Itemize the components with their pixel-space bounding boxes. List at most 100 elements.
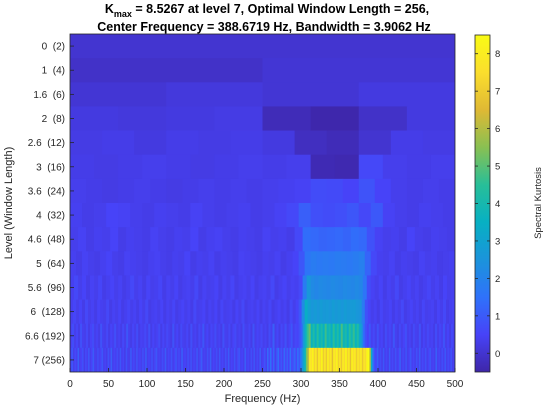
- heatmap-cell: [430, 227, 440, 252]
- heatmap-cell: [358, 106, 408, 131]
- heatmap-cell: [355, 299, 360, 325]
- heatmap-cell: [112, 299, 116, 325]
- heatmap-cell: [313, 299, 318, 325]
- heatmap-cell: [340, 299, 345, 325]
- heatmap-cell: [280, 299, 284, 325]
- heatmap-cell: [358, 203, 372, 228]
- heatmap-cell: [331, 347, 334, 372]
- heatmap-cell: [70, 227, 79, 252]
- heatmap-cell: [282, 347, 284, 372]
- heatmap-cell: [226, 203, 239, 228]
- heatmap-cell: [134, 227, 143, 252]
- heatmap-cell: [400, 347, 403, 372]
- heatmap-cell: [301, 299, 306, 325]
- heatmap-cell: [223, 347, 226, 372]
- heatmap-cell: [262, 154, 287, 180]
- heatmap-cell: [330, 275, 336, 300]
- heatmap-cell: [342, 227, 352, 252]
- heatmap-cell: [300, 323, 304, 349]
- x-tick-label: 500: [447, 379, 464, 390]
- heatmap-cell: [226, 299, 230, 325]
- heatmap-cell: [448, 251, 455, 276]
- heatmap-cell: [134, 347, 137, 372]
- heatmap-cell: [448, 299, 453, 325]
- heatmap-cell: [82, 299, 86, 325]
- heatmap-cell: [154, 323, 157, 349]
- heatmap-cell: [427, 347, 430, 372]
- heatmap-cell: [253, 299, 257, 325]
- heatmap-cell: [220, 323, 223, 349]
- heatmap-cell: [418, 203, 432, 228]
- heatmap-cell: [139, 347, 142, 372]
- heatmap-cell: [303, 347, 306, 372]
- heatmap-cell: [166, 275, 171, 300]
- heatmap-cell: [399, 347, 402, 372]
- heatmap-cell: [352, 347, 355, 372]
- heatmap-cell: [116, 323, 119, 349]
- heatmap-cell: [279, 347, 281, 372]
- heatmap-cell: [242, 275, 247, 300]
- heatmap-cell: [324, 323, 328, 349]
- heatmap-cell: [146, 347, 149, 372]
- heatmap-cell: [292, 347, 295, 372]
- heatmap-cell: [416, 323, 420, 349]
- heatmap-cell: [166, 154, 191, 180]
- heatmap-cell: [406, 106, 455, 131]
- heatmap-cell: [319, 347, 322, 372]
- heatmap-cell: [190, 275, 195, 300]
- heatmap-cell: [405, 347, 408, 372]
- heatmap-cell: [145, 347, 148, 372]
- heatmap-cell: [266, 275, 271, 300]
- heatmap-cell: [409, 347, 412, 372]
- heatmap-cell: [250, 203, 263, 228]
- heatmap-cell: [277, 347, 280, 372]
- heatmap-cell: [400, 251, 408, 276]
- heatmap-cell: [238, 299, 242, 325]
- heatmap-cell: [442, 275, 448, 300]
- heatmap-cell: [366, 323, 370, 349]
- heatmap-cell: [388, 323, 392, 349]
- heatmap-cell: [266, 323, 269, 349]
- heatmap-cell: [310, 323, 314, 349]
- heatmap-cell: [113, 347, 116, 372]
- heatmap-cell: [280, 323, 283, 349]
- heatmap-cell: [184, 347, 187, 372]
- heatmap-cell: [214, 227, 223, 252]
- heatmap-cell: [94, 251, 101, 276]
- heatmap-cell: [290, 275, 296, 300]
- heatmap-cell: [151, 299, 155, 325]
- heatmap-cell: [421, 299, 426, 325]
- heatmap-cell: [394, 251, 402, 276]
- heatmap-cell: [358, 130, 392, 156]
- heatmap-cell: [427, 299, 432, 325]
- heatmap-cell: [396, 347, 399, 372]
- heatmap-cell: [386, 275, 392, 300]
- heatmap-cell: [227, 347, 230, 372]
- heatmap-cell: [140, 347, 143, 372]
- heatmap-cell: [322, 299, 327, 325]
- heatmap-cell: [230, 347, 233, 372]
- heatmap-cell: [251, 347, 254, 372]
- colorbar-tick-label: 3: [495, 236, 500, 247]
- heatmap-cell: [126, 275, 131, 300]
- heatmap-cell: [390, 275, 396, 300]
- heatmap-cell: [414, 323, 418, 349]
- heatmap-cell: [406, 347, 409, 372]
- heatmap-cell: [202, 275, 207, 300]
- heatmap-cell: [388, 347, 391, 372]
- heatmap-cell: [390, 178, 408, 204]
- heatmap-cell: [276, 323, 279, 349]
- heatmap-cell: [232, 323, 235, 349]
- heatmap-cell: [388, 251, 396, 276]
- heatmap-cell: [130, 203, 143, 228]
- heatmap-cell: [173, 347, 176, 372]
- heatmap-cell: [374, 227, 384, 252]
- heatmap-cell: [221, 347, 224, 372]
- heatmap-cell: [130, 347, 133, 372]
- heatmap-cell: [322, 275, 328, 300]
- heatmap-cell: [322, 203, 336, 228]
- x-tick-label: 200: [216, 379, 233, 390]
- heatmap-cell: [109, 299, 113, 325]
- heatmap-cell: [220, 299, 224, 325]
- heatmap-cell: [136, 347, 139, 372]
